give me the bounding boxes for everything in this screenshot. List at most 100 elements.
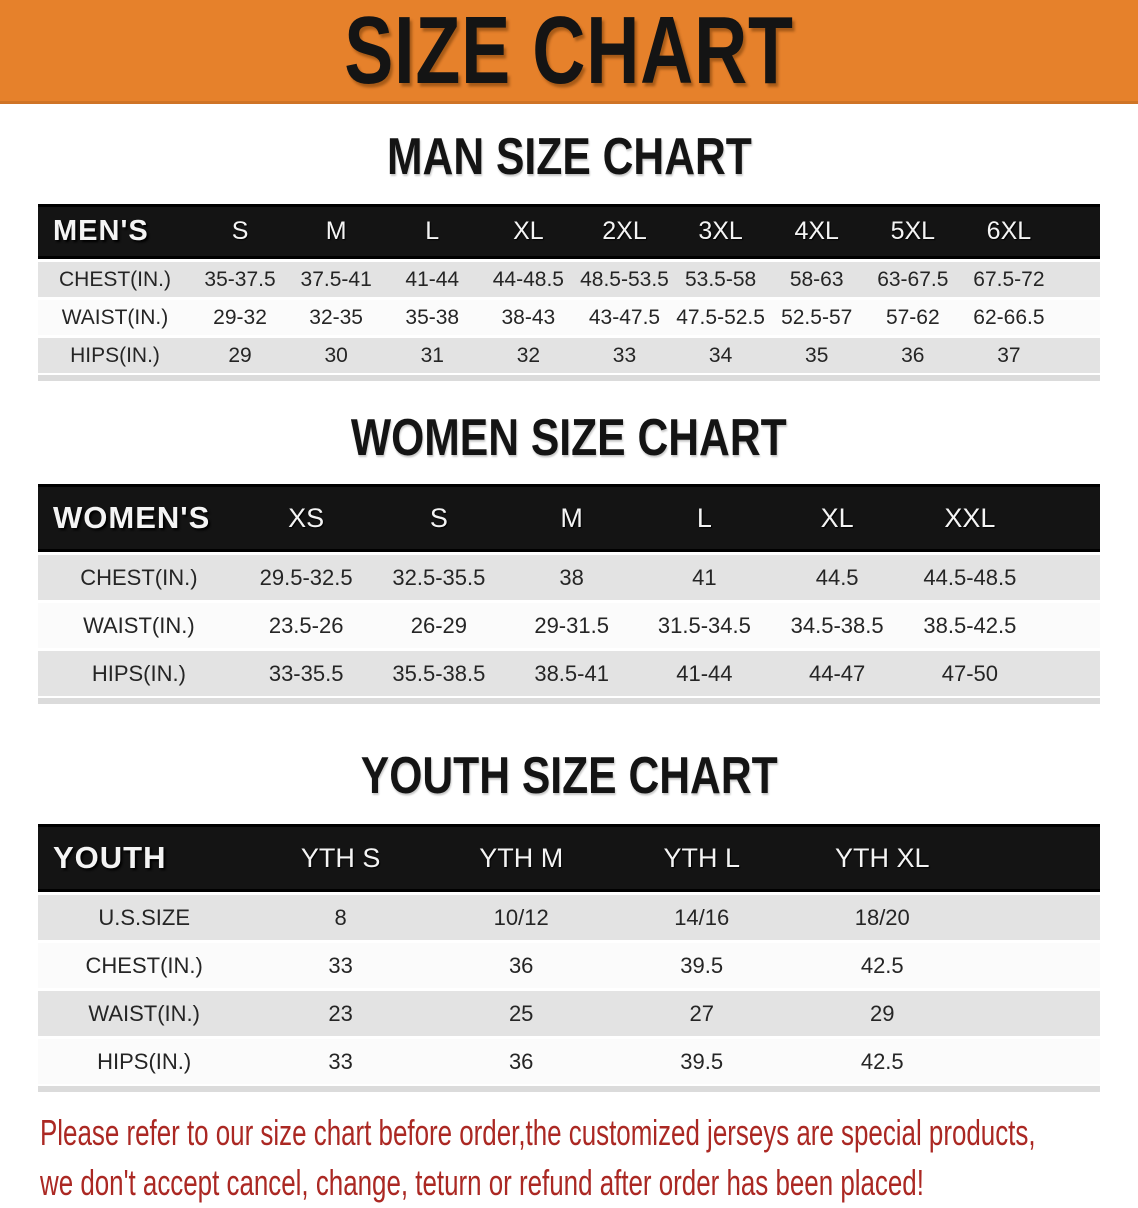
size-value: 33 — [250, 1036, 431, 1084]
women-title-text: WOMEN SIZE CHART — [351, 409, 787, 467]
size-value: 47-50 — [903, 648, 1037, 696]
size-value: 23.5-26 — [239, 600, 373, 648]
size-value: 33-35.5 — [239, 648, 373, 696]
size-value: 37.5-41 — [288, 259, 385, 297]
size-value: 32.5-35.5 — [372, 552, 506, 600]
size-value: 58-63 — [768, 259, 865, 297]
size-value: 29-32 — [191, 297, 289, 335]
size-value: 14/16 — [611, 892, 792, 940]
disclaimer-line-2: we don't accept cancel, change, teturn o… — [40, 1162, 924, 1203]
size-value: 26-29 — [372, 600, 506, 648]
size-value: 33 — [250, 940, 431, 988]
table-row: CHEST(IN.) 35-37.5 37.5-41 41-44 44-48.5… — [38, 259, 1100, 297]
table-bottom-stripe — [38, 698, 1100, 704]
table-row: WAIST(IN.) 23 25 27 29 — [38, 988, 1100, 1036]
size-value: 23 — [250, 988, 431, 1036]
size-value: 42.5 — [791, 940, 973, 988]
table-bottom-stripe — [38, 375, 1100, 381]
size-value: 67.5-72 — [960, 259, 1057, 297]
spacer-cell — [1036, 552, 1100, 600]
column-header: 2XL — [576, 204, 673, 259]
column-header: 3XL — [672, 204, 769, 259]
column-header: S — [191, 204, 289, 259]
men-size-table: MEN'S S M L XL 2XL 3XL 4XL 5XL 6XL CHEST… — [38, 204, 1100, 373]
size-value: 27 — [611, 988, 792, 1036]
row-label: CHEST(IN.) — [38, 259, 192, 297]
spacer-cell — [1056, 297, 1100, 335]
column-header: 5XL — [864, 204, 961, 259]
spacer-cell — [1036, 600, 1100, 648]
size-value: 44.5-48.5 — [903, 552, 1037, 600]
youth-title-text: YOUTH SIZE CHART — [360, 747, 778, 805]
column-header: L — [638, 484, 771, 552]
size-value: 32-35 — [288, 297, 385, 335]
row-label: CHEST(IN.) — [38, 940, 251, 988]
size-value: 38.5-42.5 — [903, 600, 1037, 648]
size-value: 41-44 — [384, 259, 481, 297]
size-value: 44-47 — [770, 648, 904, 696]
size-value: 30 — [288, 335, 385, 373]
column-header: YTH XL — [791, 824, 973, 892]
size-value: 48.5-53.5 — [576, 259, 673, 297]
spacer-cell — [972, 988, 1100, 1036]
table-row: HIPS(IN.) 33-35.5 35.5-38.5 38.5-41 41-4… — [38, 648, 1100, 696]
women-header-label: WOMEN'S — [38, 484, 240, 552]
size-value: 31 — [384, 335, 481, 373]
section-title-women: WOMEN SIZE CHART — [0, 412, 1138, 464]
row-label: WAIST(IN.) — [38, 988, 251, 1036]
table-row: U.S.SIZE 8 10/12 14/16 18/20 — [38, 892, 1100, 940]
size-value: 29 — [791, 988, 973, 1036]
size-value: 41 — [638, 552, 771, 600]
column-header: 4XL — [768, 204, 865, 259]
table-bottom-stripe — [38, 1086, 1100, 1092]
size-value: 36 — [864, 335, 961, 373]
man-title-text: MAN SIZE CHART — [386, 128, 752, 186]
disclaimer: Please refer to our size chart before or… — [40, 1108, 1138, 1208]
row-label: HIPS(IN.) — [38, 1036, 251, 1084]
size-value: 32 — [480, 335, 577, 373]
size-value: 29 — [191, 335, 289, 373]
table-row: CHEST(IN.) 29.5-32.5 32.5-35.5 38 41 44.… — [38, 552, 1100, 600]
size-value: 8 — [250, 892, 431, 940]
size-value: 52.5-57 — [768, 297, 865, 335]
column-header: M — [288, 204, 385, 259]
size-value: 35-37.5 — [191, 259, 289, 297]
youth-header-label: YOUTH — [38, 824, 251, 892]
size-value: 47.5-52.5 — [672, 297, 769, 335]
spacer-cell — [972, 892, 1100, 940]
column-header: YTH M — [430, 824, 612, 892]
men-header-row: MEN'S S M L XL 2XL 3XL 4XL 5XL 6XL — [38, 204, 1100, 259]
size-value: 42.5 — [791, 1036, 973, 1084]
size-value: 39.5 — [611, 1036, 792, 1084]
row-label: HIPS(IN.) — [38, 335, 192, 373]
size-value: 63-67.5 — [864, 259, 961, 297]
column-header: XL — [480, 204, 577, 259]
size-value: 18/20 — [791, 892, 973, 940]
size-value: 33 — [576, 335, 673, 373]
size-value: 36 — [430, 1036, 612, 1084]
size-value: 25 — [430, 988, 612, 1036]
column-header: M — [505, 484, 639, 552]
column-header: L — [384, 204, 481, 259]
spacer-cell — [1056, 335, 1100, 373]
size-value: 36 — [430, 940, 612, 988]
column-header: S — [372, 484, 506, 552]
row-label: CHEST(IN.) — [38, 552, 240, 600]
size-value: 29.5-32.5 — [239, 552, 373, 600]
size-value: 35 — [768, 335, 865, 373]
column-header: XL — [770, 484, 904, 552]
women-size-table: WOMEN'S XS S M L XL XXL CHEST(IN.) 29.5-… — [38, 484, 1100, 696]
size-value: 38.5-41 — [505, 648, 639, 696]
size-value: 37 — [960, 335, 1057, 373]
size-value: 34.5-38.5 — [770, 600, 904, 648]
column-header: YTH L — [611, 824, 792, 892]
column-header: XXL — [903, 484, 1037, 552]
youth-header-row: YOUTH YTH S YTH M YTH L YTH XL — [38, 824, 1100, 892]
women-header-row: WOMEN'S XS S M L XL XXL — [38, 484, 1100, 552]
banner-title: SIZE CHART — [344, 0, 794, 104]
section-title-man: MAN SIZE CHART — [0, 131, 1138, 183]
size-chart-banner: SIZE CHART — [0, 0, 1138, 104]
size-value: 57-62 — [864, 297, 961, 335]
size-value: 38 — [505, 552, 639, 600]
size-value: 62-66.5 — [960, 297, 1057, 335]
